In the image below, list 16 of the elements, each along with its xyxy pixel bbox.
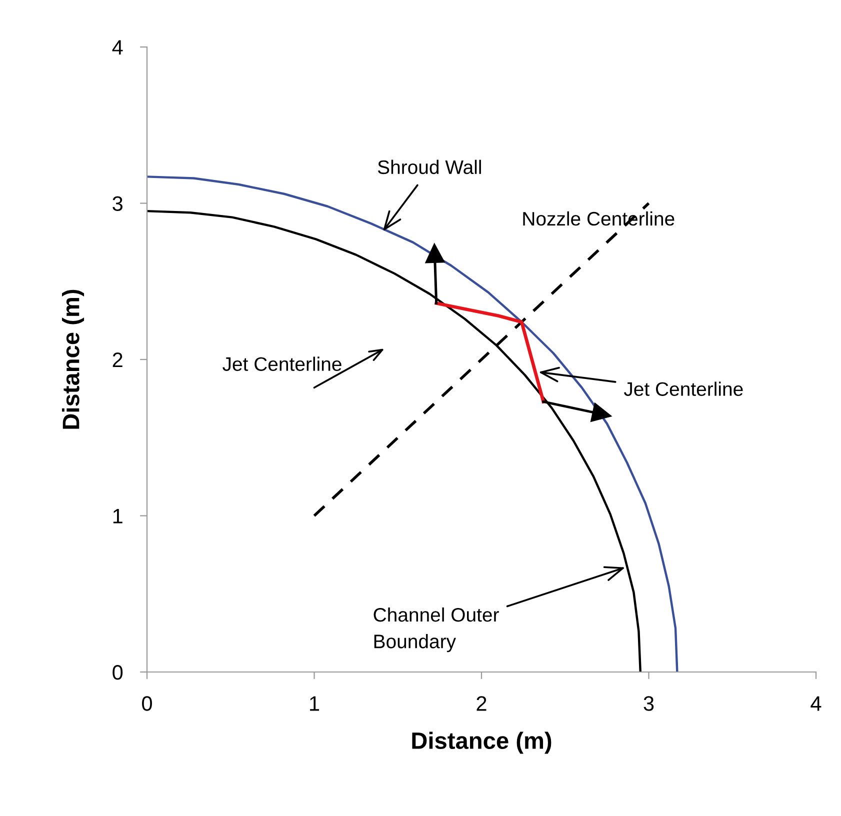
x-axis-title: Distance (m) <box>412 732 552 754</box>
x-tick-label: 3 <box>644 696 654 711</box>
y-tick-label: 4 <box>112 40 123 55</box>
y-tick-label: 2 <box>112 352 122 368</box>
annotation: Jet Centerline <box>624 382 743 396</box>
y-axis-title: Distance (m) <box>62 290 84 429</box>
y-tick-label: 1 <box>113 508 122 524</box>
x-tick-label: 2 <box>476 696 486 711</box>
y-tick-label: 3 <box>112 196 122 212</box>
x-tick-label: 0 <box>142 696 152 711</box>
annotation: Channel Outer Boundary <box>374 607 499 652</box>
annotation: Jet Centerline <box>222 356 342 371</box>
x-tick-label: 4 <box>810 696 822 711</box>
annotation: Shroud Wall <box>378 160 481 174</box>
x-tick-label: 1 <box>310 696 320 711</box>
y-tick-label: 0 <box>112 665 123 680</box>
